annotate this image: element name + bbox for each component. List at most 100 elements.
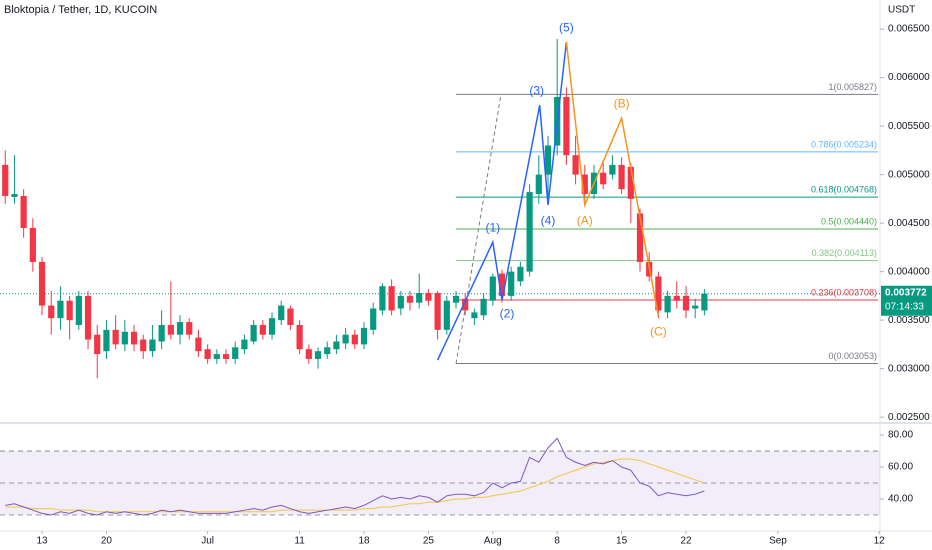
candle-body <box>84 295 92 340</box>
candle-body <box>397 295 404 309</box>
candle-body <box>333 341 340 350</box>
candle-body <box>471 312 478 319</box>
candle-body <box>388 286 395 311</box>
countdown-label: 07:14:33 <box>885 301 924 312</box>
candle-body <box>443 300 450 330</box>
x-tick-label: 22 <box>680 536 692 547</box>
candle-body <box>140 339 147 352</box>
candle-body <box>75 295 82 325</box>
candle-body <box>222 354 230 359</box>
candle-body <box>563 97 570 156</box>
wave-line <box>565 42 660 317</box>
candle-body <box>462 298 469 311</box>
fib-label: 0.5(0.004440) <box>821 216 877 226</box>
candle-body <box>29 227 36 262</box>
candle-body <box>351 334 358 345</box>
candle-body <box>701 293 708 311</box>
x-tick-label: 18 <box>358 536 370 547</box>
candle-body <box>48 305 55 319</box>
candle-body <box>278 305 285 321</box>
candle-body <box>434 292 441 330</box>
candle-body <box>158 324 165 342</box>
x-tick-label: Sep <box>769 536 787 547</box>
x-tick-label: 15 <box>616 536 628 547</box>
candle-body <box>517 266 524 282</box>
candle-body <box>2 164 9 196</box>
fib-label: 0.618(0.004768) <box>811 185 877 195</box>
candle-body <box>149 339 156 352</box>
candle-body <box>581 174 588 195</box>
wave-label: (4) <box>541 213 556 227</box>
candle-body <box>544 145 552 175</box>
candle-body <box>618 164 625 190</box>
candle-body <box>360 327 368 345</box>
candle-body <box>213 354 220 359</box>
candle-body <box>636 213 644 262</box>
candle-body <box>406 295 414 303</box>
candle-body <box>250 324 257 342</box>
y-tick-label: 0.006500 <box>888 24 930 35</box>
candle-body <box>296 324 303 350</box>
x-tick-label: 13 <box>36 536 48 547</box>
candle-body <box>57 300 64 319</box>
candle-body <box>609 164 616 175</box>
rsi-ma-line <box>5 458 705 513</box>
x-tick-label: Jul <box>201 536 214 547</box>
candle-body <box>416 292 423 303</box>
candle-body <box>664 295 671 313</box>
candle-body <box>186 322 193 335</box>
candle-body <box>66 300 73 321</box>
fib-label: 0(0.003053) <box>828 351 877 361</box>
candle-body <box>287 308 294 325</box>
candle-body <box>232 347 239 359</box>
candle-body <box>452 295 460 303</box>
candle-body <box>314 351 322 359</box>
candle-body <box>480 298 487 316</box>
candle-body <box>324 347 331 355</box>
candle-body <box>673 295 680 301</box>
x-tick-label: 8 <box>554 536 560 547</box>
candle-body <box>195 337 202 352</box>
candle-body <box>20 195 27 228</box>
candle-body <box>38 261 46 306</box>
candle-body <box>94 334 101 355</box>
x-tick-label: 11 <box>294 536 305 547</box>
wave-label: (2) <box>500 306 515 320</box>
wave-line <box>436 42 568 361</box>
rsi-line <box>5 437 705 516</box>
y-tick-label: 0.003500 <box>888 315 930 326</box>
candle-body <box>425 292 432 301</box>
fib-label: 1(0.005827) <box>828 82 877 92</box>
chart-title: Bloktopia / Tether, 1D, KUCOIN <box>4 4 157 16</box>
wave-label: (5) <box>559 20 574 34</box>
candle-body <box>342 334 349 344</box>
wave-label: (B) <box>614 96 630 110</box>
candle-body <box>627 166 634 199</box>
fib-label: 0.236(0.003708) <box>811 287 877 297</box>
fib-label: 0.382(0.004113) <box>812 248 877 258</box>
candle-body <box>241 339 248 350</box>
candle-body <box>112 329 119 345</box>
y-tick-label: 0.005500 <box>888 121 930 132</box>
y-tick-label: 0.004500 <box>888 218 930 229</box>
x-tick-label: 25 <box>423 536 435 547</box>
rsi-y-tick-label: 80.00 <box>888 430 913 441</box>
candle-body <box>259 324 266 335</box>
x-tick-label: 12 <box>874 536 886 547</box>
candle-body <box>655 276 662 311</box>
candle-body <box>572 155 579 175</box>
candle-body <box>370 308 377 330</box>
y-tick-label: 0.004000 <box>888 266 930 277</box>
wave-label: (C) <box>650 324 667 338</box>
wave-label: (A) <box>577 213 593 227</box>
x-tick-label: 20 <box>101 536 113 547</box>
candle-body <box>489 276 496 301</box>
candle-body <box>682 295 690 311</box>
y-tick-label: 0.003000 <box>888 363 930 374</box>
y-tick-label: 0.006000 <box>888 72 930 83</box>
candle-body <box>268 318 276 335</box>
fib-label: 0.786(0.005234) <box>811 139 877 149</box>
candle-body <box>204 349 211 359</box>
